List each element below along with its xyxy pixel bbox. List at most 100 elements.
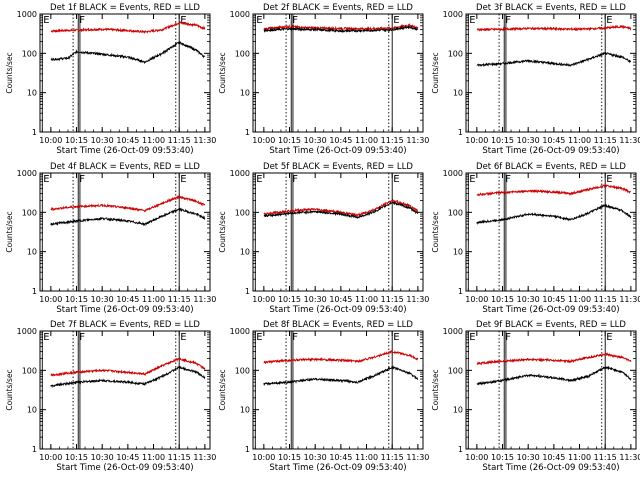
x-tick-label: 10:30: [304, 136, 327, 145]
y-tick-label: 100: [22, 208, 37, 217]
time-marker-label: F: [79, 332, 85, 343]
plot-frame: [465, 330, 637, 450]
events-series-line: [263, 200, 419, 219]
lld-series-line: [476, 351, 632, 366]
x-tick-label: 10:45: [329, 453, 352, 462]
time-marker-label: E: [43, 174, 49, 185]
y-tick-label: 100: [235, 366, 250, 375]
chart-title: Det 3f BLACK = Events, RED = LLD: [476, 3, 626, 13]
time-marker-label: E: [606, 174, 612, 185]
y-axis-label: Counts/sec: [431, 369, 440, 410]
y-tick-label: 1: [32, 287, 37, 296]
x-tick-label: 10:15: [278, 295, 301, 304]
x-axis-label: Start Time (26-Oct-09 09:53:40): [56, 463, 193, 473]
x-tick-label: 10:30: [517, 453, 540, 462]
time-marker-label: E: [469, 332, 475, 343]
y-tick-label: 100: [235, 208, 250, 217]
y-tick-label: 1: [245, 287, 250, 296]
y-tick-label: 100: [22, 49, 37, 58]
y-tick-label: 1000: [443, 10, 463, 19]
y-tick-label: 1: [245, 445, 250, 454]
x-tick-label: 11:15: [168, 295, 191, 304]
x-tick-label: 10:00: [465, 136, 488, 145]
y-tick-label: 100: [235, 49, 250, 58]
chart-title: Det 7f BLACK = Events, RED = LLD: [50, 320, 200, 330]
events-series-line: [263, 365, 419, 387]
time-marker-label: E: [469, 15, 475, 26]
x-axis-label: Start Time (26-Oct-09 09:53:40): [56, 146, 193, 156]
x-tick-label: 10:45: [542, 453, 565, 462]
x-tick-label: 10:30: [517, 136, 540, 145]
x-tick-label: 10:15: [65, 453, 88, 462]
x-tick-label: 11:00: [142, 136, 165, 145]
x-axis-label: Start Time (26-Oct-09 09:53:40): [482, 463, 619, 473]
x-tick-label: 10:30: [304, 453, 327, 462]
y-tick-label: 10: [453, 406, 463, 415]
chart-panel-5: Det 5f BLACK = Events, RED = LLD 1 10 100 10…: [218, 162, 429, 315]
chart-title: Det 2f BLACK = Events, RED = LLD: [263, 3, 413, 13]
x-tick-label: 11:30: [619, 136, 640, 145]
y-tick-label: 10: [240, 406, 250, 415]
y-tick-label: 10: [27, 406, 37, 415]
chart-panel-4: Det 4f BLACK = Events, RED = LLD 1 10 100 10…: [5, 162, 216, 315]
y-tick-label: 1000: [230, 169, 250, 178]
x-tick-label: 10:30: [91, 453, 114, 462]
time-marker-label: E: [43, 15, 49, 26]
y-axis-label: Counts/sec: [5, 211, 14, 252]
y-tick-label: 100: [22, 366, 37, 375]
x-tick-label: 10:30: [304, 295, 327, 304]
y-tick-label: 10: [27, 89, 37, 98]
y-tick-label: 1: [32, 128, 37, 137]
time-marker-label: E: [180, 15, 186, 26]
chart-title: Det 8f BLACK = Events, RED = LLD: [263, 320, 413, 330]
lld-series-line: [50, 21, 206, 34]
time-marker-label: F: [79, 15, 85, 26]
chart-title: Det 6f BLACK = Events, RED = LLD: [476, 162, 626, 172]
time-marker-label: F: [292, 15, 298, 26]
time-marker-label: F: [505, 15, 511, 26]
chart-panel-3: Det 3f BLACK = Events, RED = LLD 1 10 100 10…: [431, 3, 640, 156]
y-tick-label: 1: [245, 128, 250, 137]
x-tick-label: 10:45: [329, 295, 352, 304]
y-tick-label: 100: [448, 366, 463, 375]
chart-title: Det 4f BLACK = Events, RED = LLD: [50, 162, 200, 172]
events-series-line: [50, 40, 206, 65]
x-tick-label: 10:45: [116, 453, 139, 462]
x-tick-label: 11:15: [594, 295, 617, 304]
time-marker-label: E: [43, 332, 49, 343]
x-tick-label: 10:00: [465, 453, 488, 462]
x-tick-label: 11:30: [193, 136, 216, 145]
time-marker-label: E: [256, 332, 262, 343]
plot-frame: [39, 330, 211, 450]
x-tick-label: 10:00: [39, 136, 62, 145]
y-tick-label: 1: [458, 287, 463, 296]
x-axis-label: Start Time (26-Oct-09 09:53:40): [269, 305, 406, 315]
x-tick-label: 10:15: [278, 453, 301, 462]
x-tick-label: 10:15: [491, 295, 514, 304]
chart-title: Det 5f BLACK = Events, RED = LLD: [263, 162, 413, 172]
events-series-line: [476, 365, 632, 386]
y-tick-label: 100: [448, 49, 463, 58]
x-tick-label: 11:15: [168, 136, 191, 145]
chart-panel-2: Det 2f BLACK = Events, RED = LLD 1 10 100 10…: [218, 3, 429, 156]
y-axis-label: Counts/sec: [431, 211, 440, 252]
plot-frame: [465, 13, 637, 133]
events-series-line: [263, 25, 419, 34]
events-series-line: [50, 207, 206, 227]
x-tick-label: 10:00: [39, 295, 62, 304]
y-tick-label: 1000: [17, 169, 37, 178]
plot-frame: [39, 172, 211, 292]
x-tick-label: 10:45: [329, 136, 352, 145]
x-tick-label: 11:30: [193, 295, 216, 304]
y-tick-label: 1: [32, 445, 37, 454]
x-tick-label: 11:15: [381, 136, 404, 145]
time-marker-label: F: [292, 174, 298, 185]
y-tick-label: 10: [27, 248, 37, 257]
x-axis-label: Start Time (26-Oct-09 09:53:40): [482, 146, 619, 156]
x-tick-label: 10:30: [91, 295, 114, 304]
time-marker-label: E: [393, 15, 399, 26]
x-tick-label: 11:15: [381, 295, 404, 304]
chart-panel-6: Det 6f BLACK = Events, RED = LLD 1 10 100 10…: [431, 162, 640, 315]
x-axis-label: Start Time (26-Oct-09 09:53:40): [269, 463, 406, 473]
x-tick-label: 10:15: [65, 136, 88, 145]
